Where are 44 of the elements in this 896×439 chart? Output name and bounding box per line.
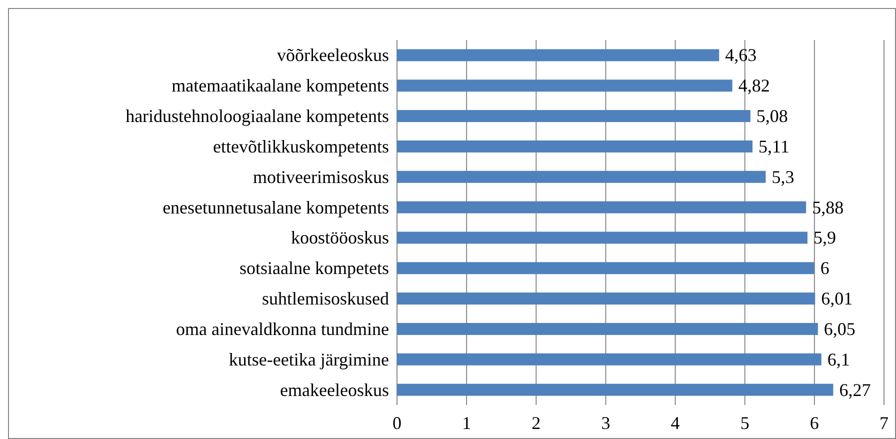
bar [397,110,750,122]
y-tick-label: suhtlemisoskused [262,288,389,309]
data-label: 6,01 [821,288,853,309]
x-tick-label: 5 [740,413,750,433]
data-label: 5,08 [756,106,788,126]
data-label: 5,9 [813,228,836,248]
x-tick-label: 3 [601,413,610,433]
bar [397,170,766,183]
bar [397,384,834,396]
data-label: 4,63 [725,45,757,66]
bar [397,140,753,152]
bar [397,201,806,214]
bar [397,322,818,335]
data-label: 5,88 [812,197,844,218]
x-tick-label: 0 [392,413,402,433]
bar [397,262,814,274]
y-tick-label: matemaatikaalane kompetents [172,76,389,96]
data-label: 6 [820,258,830,278]
y-tick-label: kutse-eetika järgimine [228,349,389,370]
x-tick-label: 4 [670,413,680,433]
data-label: 6,05 [824,318,856,339]
y-tick-label: koostööoskus [290,228,389,248]
y-tick-label: võõrkeeleoskus [277,45,389,66]
bar [397,49,720,62]
y-tick-label: emakeeleoskus [280,380,389,400]
x-tick-label: 7 [880,413,888,433]
bar [397,353,822,366]
y-tick-label: haridustehnoloogiaalane kompetents [126,106,389,126]
x-tick-label: 6 [810,413,819,433]
y-tick-label: ettevõtlikkuskompetents [213,136,389,156]
data-label: 4,82 [738,76,770,96]
data-label: 6,27 [839,380,871,400]
x-tick-label: 1 [462,413,472,433]
bar [397,292,816,305]
y-tick-label: sotsiaalne kompetets [240,258,389,278]
y-tick-label: motiveerimisoskus [253,166,389,187]
bar [397,80,732,92]
x-tick-label: 2 [532,413,541,433]
data-label: 6,1 [827,349,850,370]
bar [397,232,808,244]
data-label: 5,11 [758,136,790,156]
data-label: 5,3 [772,166,794,187]
y-tick-label: enesetunnetusalane kompetents [162,197,389,218]
y-tick-label: oma ainevaldkonna tundmine [176,318,389,339]
